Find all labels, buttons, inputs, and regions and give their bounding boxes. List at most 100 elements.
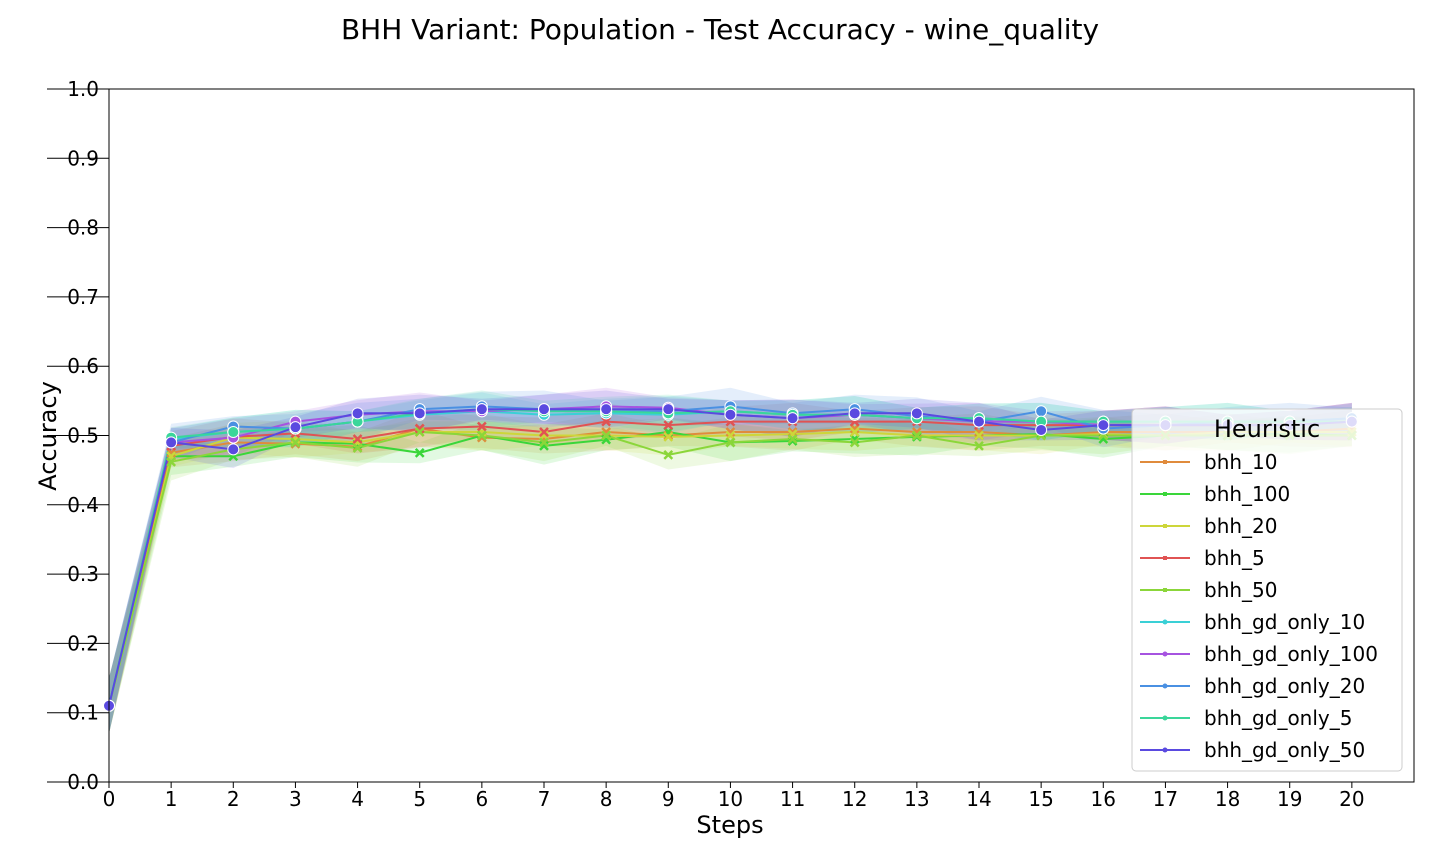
legend-label-bhh_gd_only_50: bhh_gd_only_50 <box>1204 738 1365 762</box>
data-point-bhh_50-13 <box>911 430 922 441</box>
y-tick-label: 0.6 <box>67 354 99 378</box>
data-point-bhh_50-1 <box>166 456 177 467</box>
data-point-bhh_50-9 <box>663 450 674 460</box>
legend-box <box>1131 408 1403 772</box>
legend-marker-bhh_gd_only_50 <box>1162 747 1168 753</box>
x-tick-label: 6 <box>475 787 488 811</box>
x-tick-label: 15 <box>1028 787 1053 811</box>
y-tick-label: 0.8 <box>67 216 99 240</box>
legend-marker-bhh_5 <box>1163 556 1167 560</box>
data-point-bhh_gd_only_50-15 <box>1035 423 1048 436</box>
data-point-bhh_20-9 <box>663 432 674 442</box>
y-tick-label: 1.0 <box>67 77 99 101</box>
data-point-bhh_gd_only_50-8 <box>600 403 613 416</box>
legend-label-bhh_100: bhh_100 <box>1204 482 1290 506</box>
data-point-bhh_gd_only_50-7 <box>538 403 550 416</box>
x-tick-label: 14 <box>966 787 991 811</box>
data-point-bhh_100-5 <box>414 447 425 458</box>
y-tick-label: 0.5 <box>67 424 99 448</box>
x-tick-label: 18 <box>1215 787 1240 811</box>
y-tick-label: 0.1 <box>67 701 99 725</box>
x-tick-label: 1 <box>165 787 178 811</box>
data-point-bhh_50-14 <box>974 441 984 451</box>
data-point-bhh_50-8 <box>601 430 612 441</box>
chart-title: BHH Variant: Population - Test Accuracy … <box>341 13 1099 46</box>
data-point-bhh_50-4 <box>352 443 363 453</box>
y-tick-label: 0.7 <box>67 285 99 309</box>
legend-label-bhh_5: bhh_5 <box>1204 546 1265 570</box>
data-point-bhh_5-5 <box>414 423 425 434</box>
data-point-bhh_gd_only_50-2 <box>227 443 240 456</box>
legend-title: Heuristic <box>1214 415 1320 443</box>
data-point-bhh_gd_only_50-5 <box>413 407 426 420</box>
y-tick-label: 0.4 <box>67 493 99 517</box>
y-tick-label: 0.0 <box>67 770 99 794</box>
data-point-bhh_50-11 <box>787 434 798 444</box>
x-tick-label: 20 <box>1339 787 1364 811</box>
data-point-bhh_gd_only_5-2 <box>227 426 240 439</box>
data-point-bhh_5-4 <box>352 434 363 444</box>
data-point-bhh_50-7 <box>539 437 549 448</box>
data-point-bhh_gd_only_50-14 <box>973 415 985 428</box>
data-point-bhh_50-3 <box>290 437 301 448</box>
x-tick-label: 4 <box>351 787 364 811</box>
data-point-bhh_gd_only_50-13 <box>910 407 923 420</box>
y-tick-label: 0.3 <box>67 562 99 586</box>
legend-marker-bhh_10 <box>1163 460 1167 464</box>
data-point-bhh_gd_only_50-10 <box>724 408 737 421</box>
data-point-bhh_gd_only_50-4 <box>351 407 364 420</box>
data-point-bhh_gd_only_20-15 <box>1035 405 1048 418</box>
data-point-bhh_gd_only_50-1 <box>165 436 178 449</box>
legend-marker-bhh_20 <box>1163 524 1167 528</box>
legend-marker-bhh_50 <box>1163 588 1167 592</box>
x-tick-label: 16 <box>1091 787 1116 811</box>
data-point-bhh_100-7 <box>539 441 549 451</box>
legend-label-bhh_gd_only_100: bhh_gd_only_100 <box>1204 642 1378 666</box>
data-point-bhh_5-8 <box>601 416 612 427</box>
data-point-bhh_50-5 <box>414 427 425 437</box>
x-tick-label: 3 <box>289 787 302 811</box>
data-point-bhh_10-8 <box>601 427 612 437</box>
legend-marker-bhh_100 <box>1163 492 1167 496</box>
y-tick-label: 0.2 <box>67 631 99 655</box>
x-tick-label: 11 <box>780 787 805 811</box>
legend-label-bhh_gd_only_10: bhh_gd_only_10 <box>1204 610 1365 634</box>
data-point-bhh_gd_only_50-16 <box>1097 419 1110 432</box>
data-point-bhh_gd_only_50-6 <box>475 403 488 416</box>
data-point-bhh_50-12 <box>849 437 860 448</box>
data-point-bhh_gd_only_50-12 <box>848 407 861 420</box>
legend-label-bhh_gd_only_20: bhh_gd_only_20 <box>1204 674 1365 698</box>
data-point-bhh_gd_only_50-9 <box>662 403 675 416</box>
x-tick-label: 13 <box>904 787 929 811</box>
data-point-bhh_50-10 <box>725 437 736 448</box>
x-tick-label: 8 <box>600 787 613 811</box>
axes: 0.00.10.20.30.40.50.60.70.80.91.00 1 2 3 4 5 6… <box>47 77 1415 811</box>
x-tick-label: 9 <box>662 787 675 811</box>
data-point-bhh_20-12 <box>849 427 860 437</box>
y-axis-title: Accuracy <box>34 381 62 491</box>
legend-label-bhh_50: bhh_50 <box>1204 578 1278 602</box>
x-tick-label: 19 <box>1277 787 1302 811</box>
data-point-bhh_10-10 <box>725 427 736 437</box>
legend-label-bhh_gd_only_5: bhh_gd_only_5 <box>1204 706 1352 730</box>
x-tick-label: 17 <box>1153 787 1178 811</box>
x-tick-label: 10 <box>718 787 743 811</box>
data-point-bhh_5-7 <box>539 427 549 437</box>
legend-label-bhh_20: bhh_20 <box>1204 514 1278 538</box>
legend-marker-bhh_gd_only_5 <box>1162 715 1168 721</box>
legend-marker-bhh_gd_only_10 <box>1162 619 1168 625</box>
legend-marker-bhh_gd_only_100 <box>1162 651 1168 657</box>
legend-label-bhh_10: bhh_10 <box>1204 450 1278 474</box>
legend: Heuristic bhh_10 bhh_100 bhh_20 bhh_5 bhh_50b… <box>1131 408 1403 772</box>
x-tick-label: 12 <box>842 787 867 811</box>
data-point-bhh_20-14 <box>974 430 984 441</box>
legend-marker-bhh_gd_only_20 <box>1162 683 1168 689</box>
data-point-bhh_5-6 <box>476 421 487 432</box>
data-point-bhh_50-6 <box>476 430 487 441</box>
data-point-bhh_5-9 <box>663 420 674 430</box>
y-tick-label: 0.9 <box>67 146 99 170</box>
x-tick-label: 2 <box>227 787 240 811</box>
x-tick-label: 0 <box>103 787 116 811</box>
x-axis-title: Steps <box>696 811 763 839</box>
